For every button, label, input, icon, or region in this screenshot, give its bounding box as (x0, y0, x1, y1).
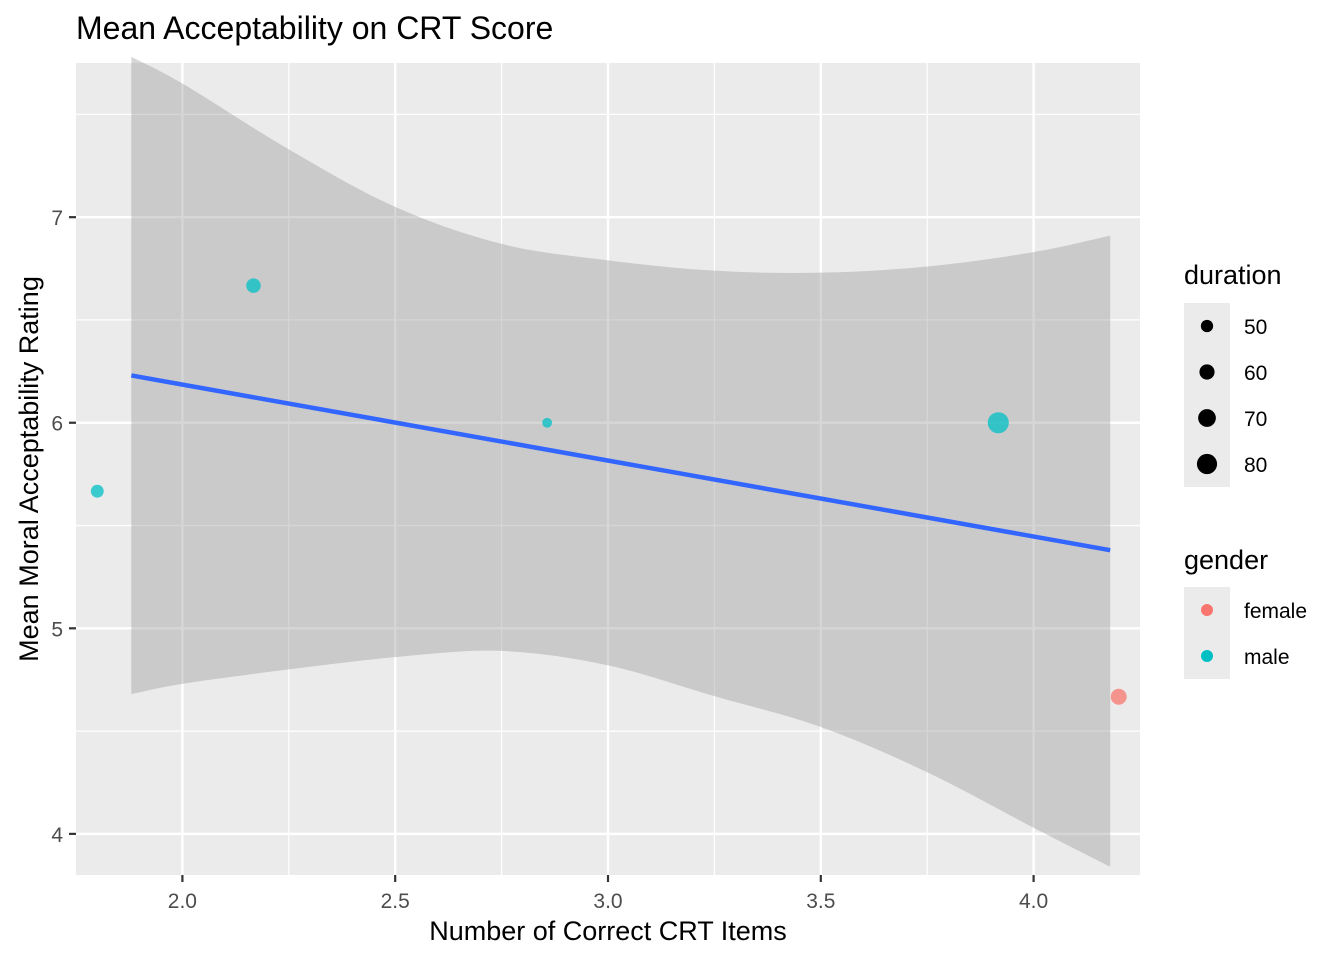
x-tick-label: 2.5 (381, 890, 410, 913)
legend-duration-label: 50 (1244, 316, 1267, 339)
y-axis-title: Mean Moral Acceptability Rating (14, 276, 44, 662)
legend-duration-swatch (1198, 409, 1216, 427)
y-tick-label: 4 (51, 824, 63, 847)
data-point-male (90, 484, 104, 498)
y-tick-label: 6 (51, 413, 63, 436)
x-tick-label: 3.5 (806, 890, 835, 913)
x-tick-label: 3.0 (593, 890, 622, 913)
x-axis: 2.0 2.5 3.0 3.5 4.0 (168, 875, 1048, 913)
data-point-male (542, 417, 553, 428)
y-axis: 4 5 6 7 (51, 207, 76, 847)
legend-gender: gender female male (1184, 545, 1307, 679)
y-tick-label: 5 (51, 618, 63, 641)
legend-gender-label: male (1244, 646, 1290, 669)
legend-gender-swatch (1201, 604, 1213, 616)
legend-duration: duration 50 60 70 80 (1184, 260, 1282, 487)
y-tick-label: 7 (51, 207, 63, 230)
points-layer (90, 278, 1127, 705)
legend-duration-label: 80 (1244, 454, 1267, 477)
legend-duration-swatch (1200, 319, 1214, 333)
legend-gender-label: female (1244, 600, 1307, 623)
legend-duration-swatch (1199, 364, 1215, 380)
x-tick-label: 2.0 (168, 890, 197, 913)
trend-line (130, 373, 1111, 553)
confidence-band-layer (130, 56, 1111, 867)
chart-title: Mean Acceptability on CRT Score (76, 10, 553, 46)
legend-gender-swatch (1201, 650, 1213, 662)
x-axis-title: Number of Correct CRT Items (429, 916, 787, 946)
data-point-female (1110, 688, 1127, 705)
grid-lines (76, 63, 1140, 875)
legend-duration-swatch (1196, 453, 1218, 475)
legend-gender-title: gender (1184, 545, 1268, 575)
data-point-male (246, 278, 261, 293)
legend-duration-label: 70 (1244, 408, 1267, 431)
legend-duration-title: duration (1184, 260, 1282, 290)
x-tick-label: 4.0 (1019, 890, 1048, 913)
data-point-male (987, 412, 1009, 434)
legend-duration-label: 60 (1244, 362, 1267, 385)
